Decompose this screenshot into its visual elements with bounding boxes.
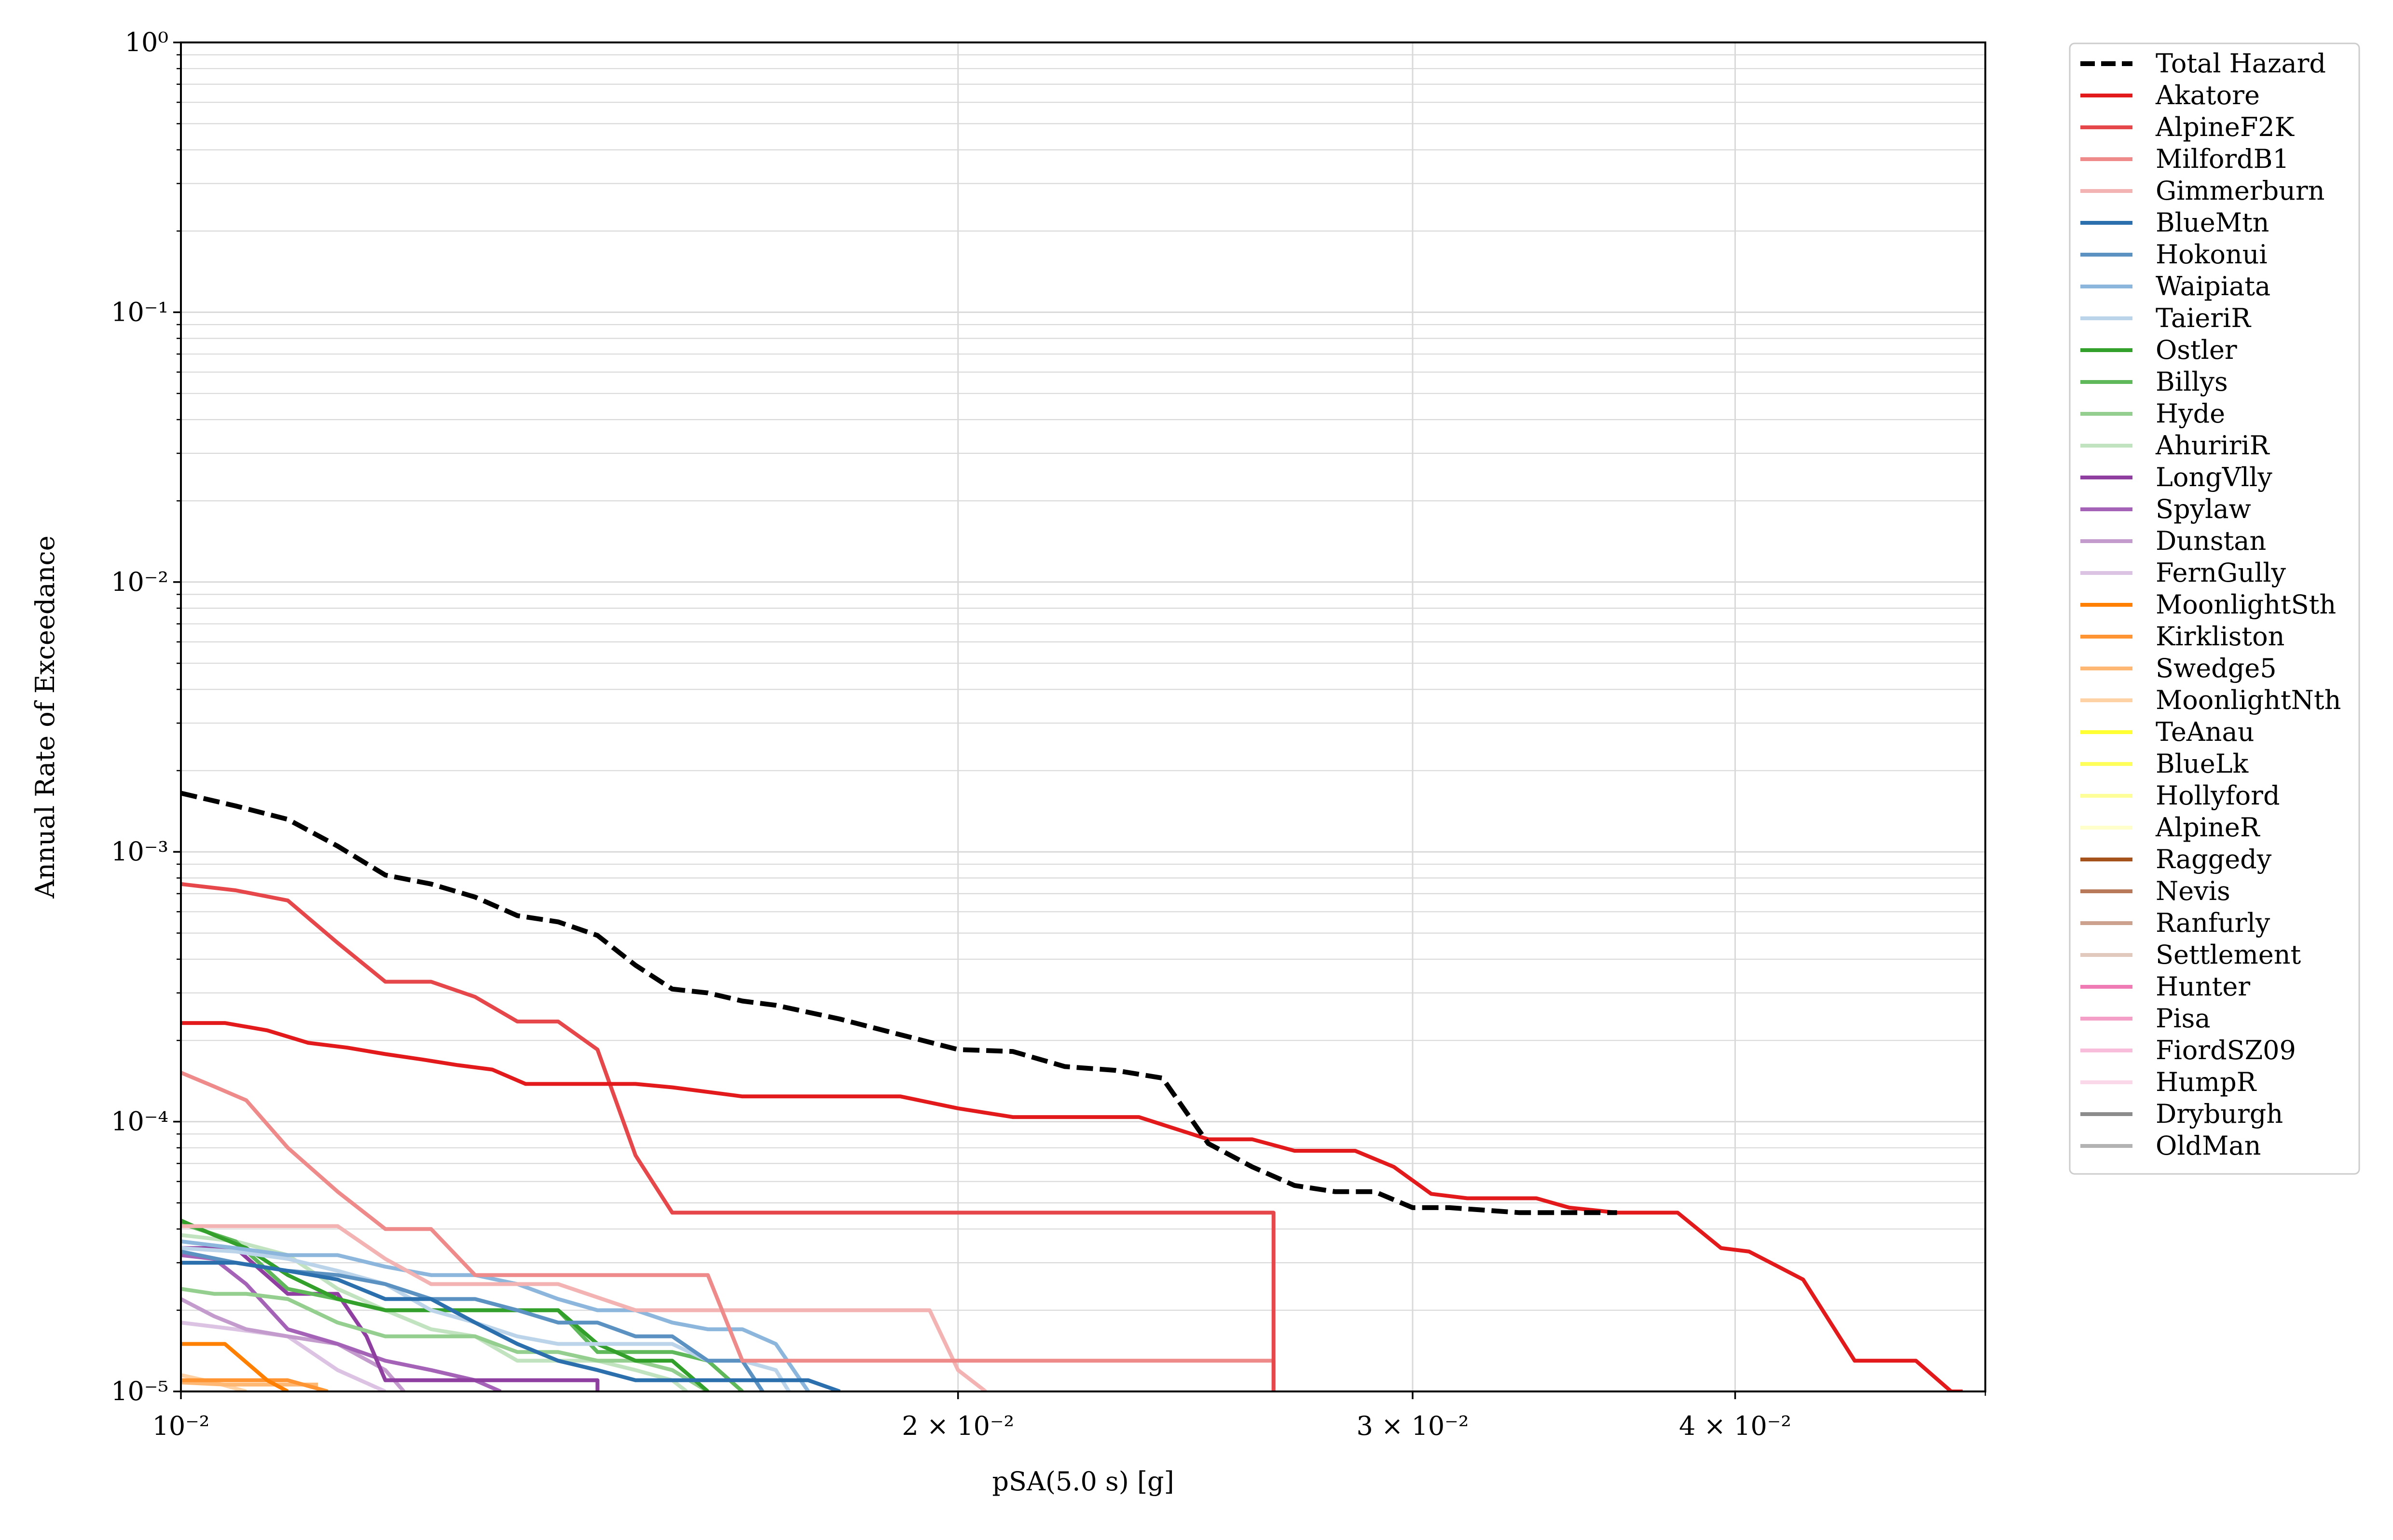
series-line-akatore (181, 1021, 1963, 1391)
legend-label-hokonui: Hokonui (2156, 239, 2268, 270)
legend-label-hunter: Hunter (2156, 971, 2250, 1002)
legend-label-pisa: Pisa (2156, 1003, 2211, 1034)
series-line-swedge5 (181, 1380, 318, 1387)
legend-label-bluemtn: BlueMtn (2156, 207, 2269, 238)
legend-label-settlement: Settlement (2156, 940, 2301, 970)
series-line-hyde (181, 1287, 709, 1391)
legend-label-gimmerburn: Gimmerburn (2156, 176, 2325, 206)
legend-label-milfordb1: MilfordB1 (2156, 144, 2289, 174)
y-tick-label: 10⁻³ (111, 836, 168, 867)
legend: Total HazardAkatoreAlpineF2KMilfordB1Gim… (2069, 42, 2360, 1175)
legend-label-hollyford: Hollyford (2156, 780, 2280, 811)
y-tick-label: 10⁰ (125, 27, 168, 57)
legend-label-dryburgh: Dryburgh (2156, 1099, 2283, 1129)
x-tick-label: 3 × 10⁻² (1357, 1411, 1469, 1441)
legend-label-raggedy: Raggedy (2156, 844, 2272, 874)
x-tick-label: 2 × 10⁻² (902, 1411, 1014, 1441)
series-line-moonlightsth (181, 1342, 289, 1391)
legend-label-nevis: Nevis (2156, 876, 2230, 906)
legend-label-alpinef2k: AlpineF2K (2155, 112, 2295, 142)
series-line-gimmerburn (181, 1224, 987, 1391)
y-tick-label: 10⁻⁵ (111, 1376, 168, 1406)
y-axis-label: Annual Rate of Exceedance (30, 535, 60, 899)
series-line-alpinef2k (181, 882, 1276, 1391)
y-tick-label: 10⁻¹ (111, 297, 168, 327)
legend-label-ostler: Ostler (2156, 335, 2237, 365)
legend-label-kirkliston: Kirkliston (2156, 621, 2284, 652)
series-layer (181, 790, 1963, 1391)
grid-layer (180, 42, 1985, 1392)
legend-label-humpr: HumpR (2156, 1067, 2257, 1097)
y-tick-label: 10⁻⁴ (111, 1106, 168, 1137)
legend-label-hyde: Hyde (2156, 398, 2225, 429)
series-line-waipiata (181, 1239, 810, 1391)
legend-label-alpiner: AlpineR (2155, 812, 2260, 843)
series-line-longvlly (181, 1246, 600, 1391)
legend-label-dunstan: Dunstan (2156, 526, 2266, 556)
series-line-milfordb1 (181, 1071, 1276, 1391)
legend-label-waipiata: Waipiata (2156, 271, 2270, 301)
legend-label-spylaw: Spylaw (2156, 494, 2251, 524)
legend-label-moonlightnth: MoonlightNth (2156, 685, 2341, 715)
x-tick-label: 10⁻² (152, 1411, 210, 1441)
x-tick-label: 4 × 10⁻² (1679, 1411, 1791, 1441)
legend-label-akatore: Akatore (2155, 80, 2260, 110)
series-line-total-hazard (181, 790, 1617, 1215)
series-line-spylaw (181, 1253, 502, 1391)
legend-label-taierir: TaieriR (2156, 303, 2251, 333)
series-line-bluemtn (181, 1261, 841, 1391)
legend-label-swedge5: Swedge5 (2156, 653, 2277, 683)
legend-label-moonlightsth: MoonlightSth (2156, 589, 2336, 620)
legend-label-ferngully: FernGully (2156, 558, 2286, 588)
series-line-kirkliston (181, 1378, 329, 1391)
x-axis-label: pSA(5.0 s) [g] (992, 1466, 1174, 1497)
series-line-dunstan (181, 1297, 406, 1391)
legend-label-ranfurly: Ranfurly (2156, 908, 2270, 938)
tick-layer: 10⁻⁵ 10⁻⁴ 10⁻³ 10⁻² 10⁻¹ 10⁰ 10⁻² 2 × 10⁻² 3 × 1… (111, 27, 1986, 1441)
legend-label-bluelk: BlueLk (2156, 749, 2249, 779)
legend-box (2069, 42, 2360, 1175)
plot-frame (180, 41, 1986, 1392)
legend-label-ahuririr: AhuririR (2155, 430, 2270, 461)
legend-label-oldman: OldMan (2156, 1131, 2261, 1161)
legend-label-longvlly: LongVlly (2156, 462, 2272, 492)
y-tick-label: 10⁻² (111, 567, 168, 597)
legend-label-billys: Billys (2156, 367, 2228, 397)
legend-label-teanau: TeAnau (2156, 717, 2255, 747)
legend-label-fiordsz09: FiordSZ09 (2156, 1035, 2296, 1065)
legend-label-total-hazard: Total Hazard (2156, 48, 2326, 79)
